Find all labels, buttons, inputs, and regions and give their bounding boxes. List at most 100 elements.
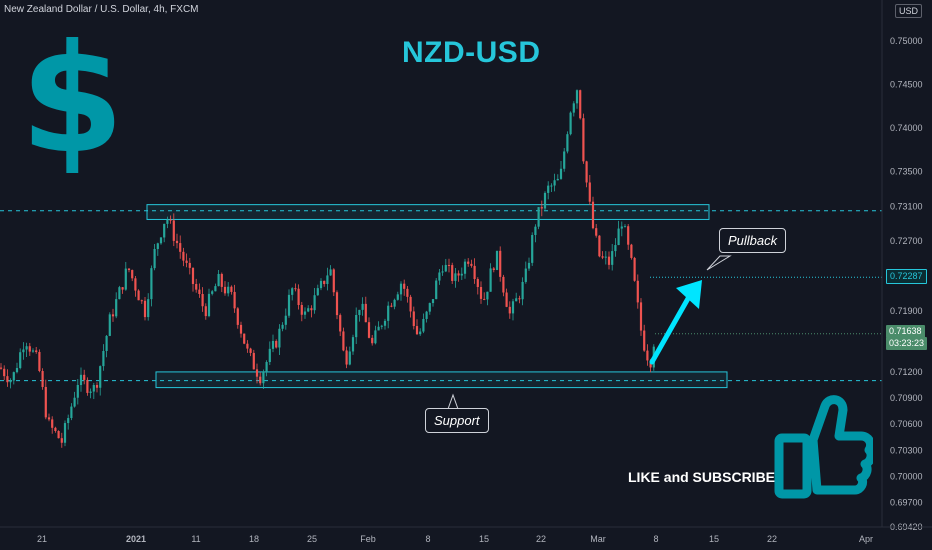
candle-body xyxy=(604,256,607,258)
time-axis[interactable]: 21 2021 11 18 25 Feb 8 15 22 Mar 8 15 22 Apr xyxy=(0,526,932,544)
candle-body xyxy=(211,291,214,294)
candle-body xyxy=(67,418,70,424)
candle-body xyxy=(553,180,556,186)
price-tick-label: 0.71200 xyxy=(890,367,923,377)
support-resistance-zones xyxy=(0,204,882,410)
candle-body xyxy=(300,305,303,315)
candle-body xyxy=(425,311,428,319)
candle-body xyxy=(230,286,233,292)
candle-body xyxy=(220,273,223,287)
candle-body xyxy=(559,168,563,179)
candle-body xyxy=(0,367,3,369)
candle-body xyxy=(83,374,86,380)
symbol-title: New Zealand Dollar / U.S. Dollar, 4h, FX… xyxy=(4,4,199,15)
candle-body xyxy=(358,309,361,315)
candle-body xyxy=(534,226,537,236)
candle-body xyxy=(569,112,572,135)
candle-body xyxy=(489,268,492,292)
candle-body xyxy=(153,248,156,269)
candle-body xyxy=(12,372,15,381)
candle-body xyxy=(121,287,124,290)
pullback-callout: Pullback xyxy=(719,228,787,253)
candle-body xyxy=(499,250,502,277)
candle-body xyxy=(483,298,486,300)
candle-body xyxy=(406,288,409,297)
candle-body xyxy=(620,226,623,229)
candle-body xyxy=(51,419,54,428)
candle-body xyxy=(332,269,335,293)
candle-body xyxy=(307,308,310,312)
candle-body xyxy=(134,278,137,291)
candle-body xyxy=(118,287,121,300)
resistance-zone xyxy=(146,204,710,220)
candle-body xyxy=(502,276,505,293)
candle-body xyxy=(79,374,83,385)
time-tick-label: 25 xyxy=(307,534,317,544)
candle-body xyxy=(374,330,377,344)
candle-body xyxy=(505,292,508,307)
candle-body xyxy=(399,283,403,295)
candle-body xyxy=(156,243,159,249)
candle-body xyxy=(415,326,419,335)
candle-body xyxy=(284,315,287,325)
candle-body xyxy=(515,298,518,302)
candle-body xyxy=(633,257,636,281)
support-zone xyxy=(155,371,728,389)
candle-body xyxy=(457,273,460,276)
candle-body xyxy=(319,280,323,289)
candle-body xyxy=(246,343,249,349)
candle-body xyxy=(383,320,387,326)
candle-body xyxy=(182,251,185,261)
candle-body xyxy=(60,438,63,443)
candle-body xyxy=(227,286,230,294)
candle-body xyxy=(371,337,374,344)
candle-body xyxy=(15,368,19,373)
candle-body xyxy=(492,268,495,270)
candle-body xyxy=(428,303,431,312)
candle-body xyxy=(255,369,259,377)
candle-body xyxy=(163,223,166,238)
candle-body xyxy=(35,350,38,352)
candle-body xyxy=(588,182,591,202)
candle-body xyxy=(278,328,281,348)
candle-body xyxy=(329,269,332,276)
candle-body xyxy=(47,417,51,420)
price-tick-label: 0.70900 xyxy=(890,393,923,403)
candle-body xyxy=(86,379,89,393)
candle-body xyxy=(28,346,31,352)
candle-body xyxy=(614,245,617,252)
candle-countdown-tag: 03:23:23 xyxy=(886,337,928,350)
candle-body xyxy=(57,431,60,439)
time-tick-label: 8 xyxy=(425,534,430,544)
candle-body xyxy=(44,386,47,418)
candle-body xyxy=(92,385,95,392)
time-tick-label: 11 xyxy=(191,534,200,544)
last-price-tag: 0.71638 xyxy=(886,325,925,338)
candle-body xyxy=(543,192,547,209)
candle-body xyxy=(19,352,22,369)
price-tick-label: 0.70000 xyxy=(890,471,923,481)
candle-body xyxy=(207,293,211,317)
candle-body xyxy=(108,314,111,336)
chart-title: NZD-USD xyxy=(402,36,541,69)
time-tick-label: 15 xyxy=(479,534,489,544)
candle-body xyxy=(102,350,105,367)
candle-body xyxy=(54,427,57,432)
candlestick-series xyxy=(0,89,655,448)
candle-body xyxy=(627,226,630,245)
time-tick-label: 22 xyxy=(536,534,546,544)
candle-body xyxy=(540,207,543,209)
candle-body xyxy=(518,298,521,300)
candle-body xyxy=(377,326,380,331)
candle-body xyxy=(643,330,646,351)
candle-body xyxy=(99,366,102,388)
candle-body xyxy=(390,305,393,307)
candle-body xyxy=(127,268,131,271)
candle-body xyxy=(150,268,153,300)
candle-body xyxy=(579,90,582,119)
candle-body xyxy=(387,305,390,321)
currency-button[interactable]: USD xyxy=(895,4,923,18)
candle-body xyxy=(236,308,239,325)
candle-body xyxy=(303,311,307,315)
